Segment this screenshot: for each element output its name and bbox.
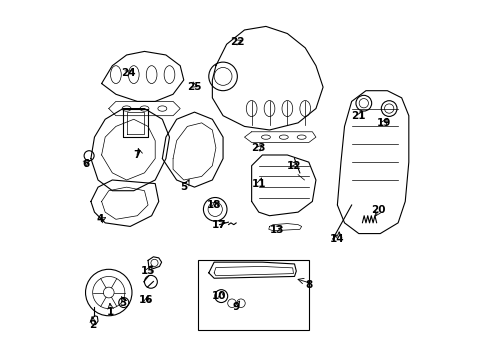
Text: 20: 20 bbox=[370, 205, 385, 215]
Text: 23: 23 bbox=[251, 143, 265, 153]
Text: 25: 25 bbox=[187, 82, 202, 92]
Text: 7: 7 bbox=[133, 150, 141, 160]
Text: 10: 10 bbox=[212, 291, 226, 301]
Text: 4: 4 bbox=[96, 214, 103, 224]
Text: 13: 13 bbox=[269, 225, 284, 235]
Text: 21: 21 bbox=[351, 111, 366, 121]
Text: 22: 22 bbox=[230, 37, 244, 48]
Text: 24: 24 bbox=[121, 68, 136, 78]
Text: 8: 8 bbox=[305, 280, 312, 291]
Text: 18: 18 bbox=[206, 200, 221, 210]
Text: 19: 19 bbox=[376, 118, 390, 128]
Text: 14: 14 bbox=[329, 234, 344, 244]
Text: 2: 2 bbox=[89, 320, 96, 330]
Text: 12: 12 bbox=[286, 161, 301, 171]
Text: 17: 17 bbox=[212, 220, 226, 230]
Bar bbox=[198, 260, 308, 330]
Text: 15: 15 bbox=[141, 266, 155, 276]
Text: 11: 11 bbox=[251, 179, 265, 189]
Text: 6: 6 bbox=[82, 159, 89, 169]
Text: 9: 9 bbox=[231, 302, 239, 312]
Text: 1: 1 bbox=[107, 307, 114, 317]
Text: 16: 16 bbox=[139, 295, 153, 305]
Text: 3: 3 bbox=[119, 298, 126, 308]
Text: 5: 5 bbox=[180, 182, 187, 192]
